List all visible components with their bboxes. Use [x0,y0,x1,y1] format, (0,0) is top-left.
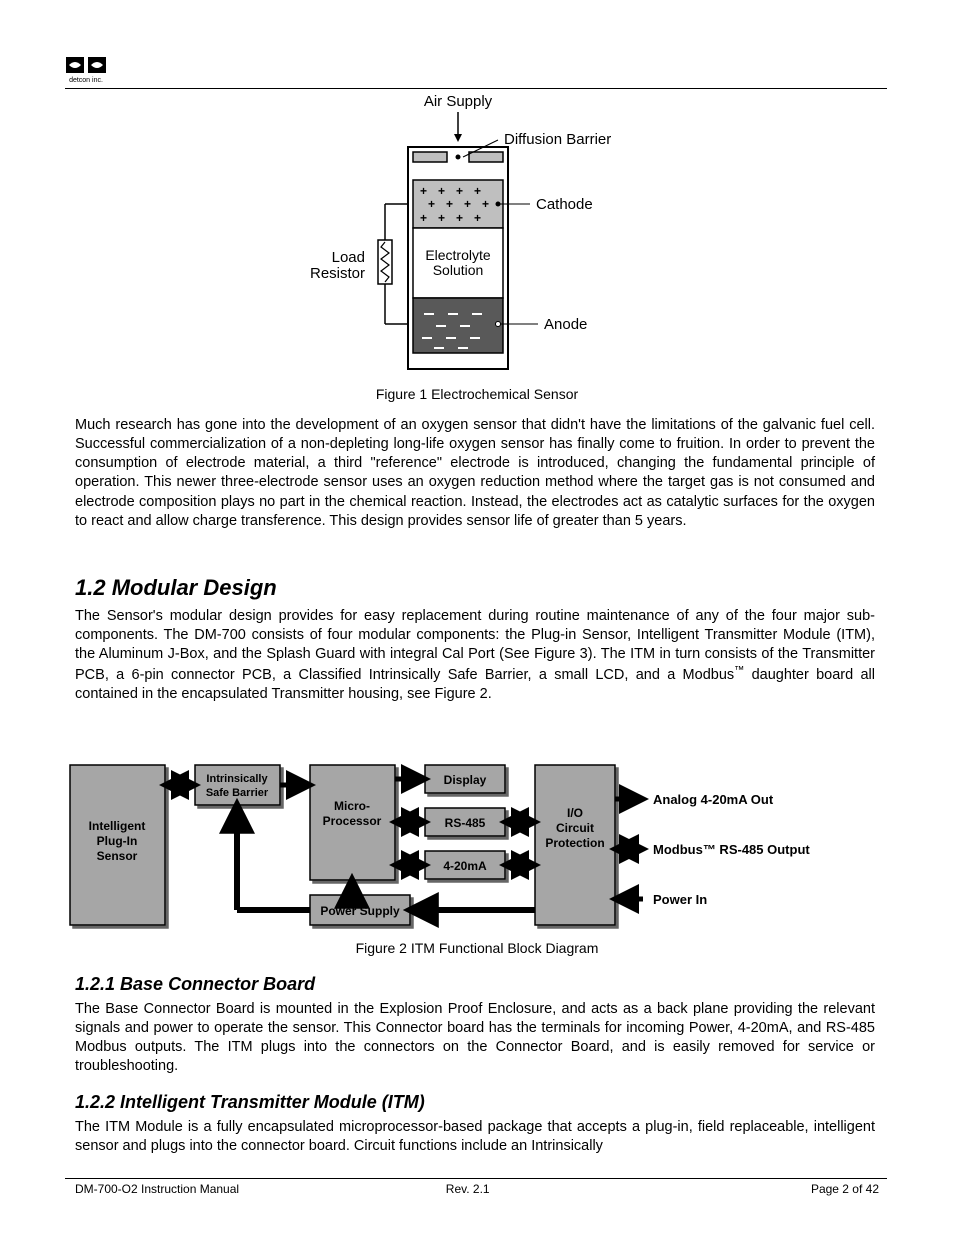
footer-page: Page 2 of 42 [811,1182,879,1196]
logo: detcon inc. [65,55,107,84]
svg-text:+: + [474,184,481,198]
section-1-2-2-heading: 1.2.2 Intelligent Transmitter Module (IT… [75,1092,875,1113]
svg-text:Modbus™ RS-485 Output: Modbus™ RS-485 Output [653,842,810,857]
footer-left: DM-700-O2 Instruction Manual Rev. 2.1 [75,1182,490,1196]
svg-text:Intrinsically: Intrinsically [206,773,268,785]
svg-text:Intelligent: Intelligent [89,819,146,833]
svg-text:+: + [464,197,471,211]
logo-text: detcon inc. [69,77,103,84]
svg-text:Power Supply: Power Supply [320,904,400,918]
svg-text:+: + [420,184,427,198]
svg-text:RS-485: RS-485 [445,816,486,830]
paragraph-1: Much research has gone into the developm… [75,416,875,531]
svg-text:I/O: I/O [567,806,583,820]
svg-text:Processor: Processor [323,814,382,828]
svg-text:Circuit: Circuit [556,821,594,835]
svg-text:+: + [482,197,489,211]
air-supply-label: Air Supply [424,93,493,110]
svg-text:Plug-In: Plug-In [97,834,138,848]
load-resistor-label-2: Resistor [310,265,365,282]
electrolyte-label: Electrolyte [425,247,491,263]
figure-2-diagram: Intelligent Plug-In Sensor Intrinsically… [65,755,895,935]
load-resistor-label: Load [332,249,365,266]
svg-text:Power In: Power In [653,892,707,907]
anode-label: Anode [544,316,587,333]
svg-text:+: + [420,211,427,225]
footer-doc-name: DM-700-O2 Instruction Manual [75,1182,239,1196]
figure-2-caption: Figure 2 ITM Functional Block Diagram [0,940,954,956]
svg-text:+: + [474,211,481,225]
figure-1-diagram: ++++ ++++ ++++ Electrolyte Solution Air … [300,92,660,382]
svg-text:+: + [446,197,453,211]
cathode-label: Cathode [536,196,593,213]
header-rule [65,88,887,89]
svg-text:+: + [438,211,445,225]
svg-text:Display: Display [444,773,487,787]
footer-rule [65,1178,887,1179]
section-1-2-1-heading: 1.2.1 Base Connector Board [75,974,875,995]
svg-text:4-20mA: 4-20mA [443,859,487,873]
svg-text:Analog 4-20mA Out: Analog 4-20mA Out [653,792,774,807]
svg-text:+: + [428,197,435,211]
svg-text:+: + [456,211,463,225]
paragraph-4: The ITM Module is a fully encapsulated m… [75,1118,875,1156]
diffusion-barrier-label: Diffusion Barrier [504,131,611,148]
svg-text:Safe Barrier: Safe Barrier [206,787,269,799]
section-1-2-heading: 1.2 Modular Design [75,575,875,601]
figure-1-caption: Figure 1 Electrochemical Sensor [0,386,954,402]
electrolyte-label-2: Solution [433,262,484,278]
svg-text:+: + [438,184,445,198]
footer-rev: Rev. 2.1 [446,1182,490,1196]
svg-text:Micro-: Micro- [334,799,370,813]
paragraph-2: The Sensor's modular design provides for… [75,607,875,704]
svg-text:+: + [456,184,463,198]
paragraph-3: The Base Connector Board is mounted in t… [75,1000,875,1077]
svg-text:Protection: Protection [545,836,604,850]
para2-tm: ™ [734,665,744,676]
svg-text:Sensor: Sensor [97,849,138,863]
